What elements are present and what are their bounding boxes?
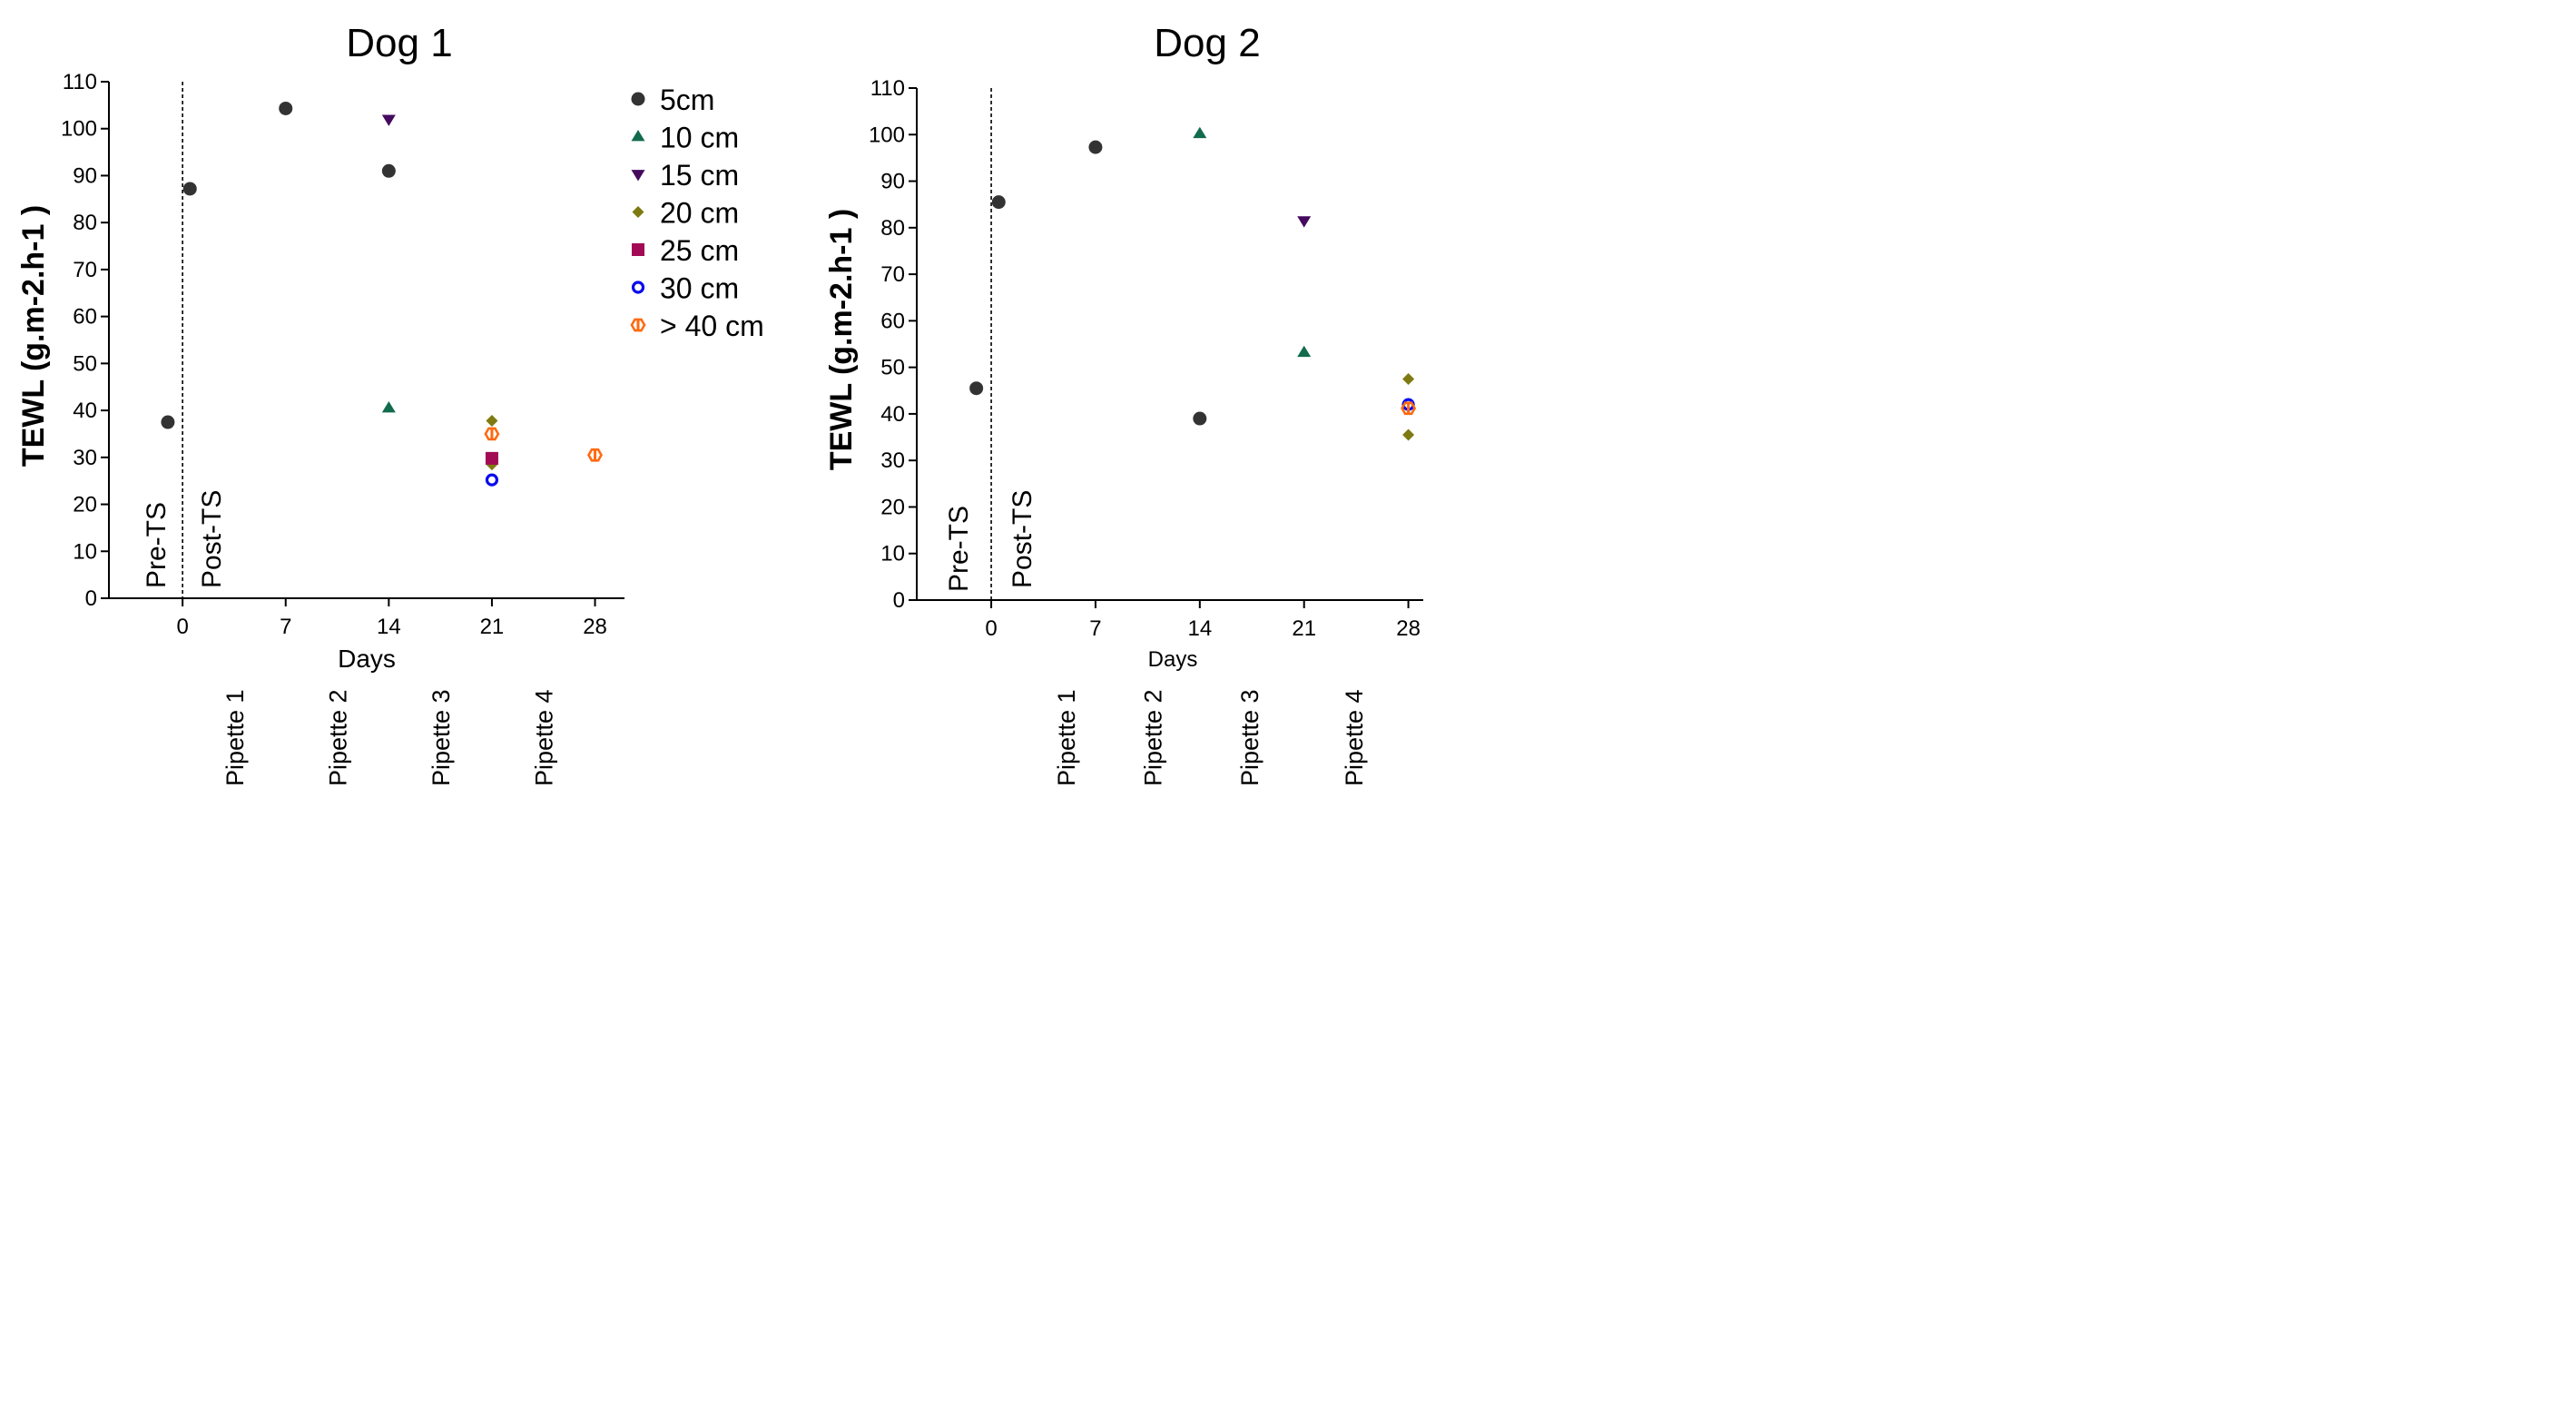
pipette-label: Pipette 1 [221,689,249,786]
x-tick-label: 7 [1089,616,1101,641]
data-points [969,126,1417,441]
point-5cm [991,195,1006,210]
y-tick-label: 100 [61,117,97,142]
x-axis-label: Days [338,645,396,673]
point-10-cm [381,401,396,413]
pipette-label: Pipette 2 [325,689,352,786]
point-gt-40-cm [484,427,500,441]
phase-label-pre: Pre-TS [944,506,974,592]
legend-label-15-cm: 15 cm [660,159,739,192]
chart-title: Dog 1 [346,21,452,65]
y-tick-label: 50 [73,351,97,376]
point-10-cm [1297,345,1312,358]
axes: 0 10 20 30 40 50 60 70 80 90 100 110 0 7 14 21 28 [61,70,624,639]
x-tick-label: 14 [377,615,401,639]
legend: 5cm 10 cm 15 cm 20 cm 25 cm 30 cm > 40 cm [630,84,764,342]
y-tick-label: 90 [73,163,97,188]
point-15-cm [381,114,396,126]
phase-label-post: Post-TS [1008,490,1037,588]
point-5cm [182,182,197,196]
pipette-labels: Pipette 1 Pipette 2 Pipette 3 Pipette 4 [1053,689,1368,786]
x-tick-label: 7 [280,615,291,639]
x-tick-label: 0 [985,616,997,641]
pipette-labels: Pipette 1 Pipette 2 Pipette 3 Pipette 4 [221,689,558,786]
x-tick-label: 28 [583,615,607,639]
legend-marker-15-cm [631,170,645,182]
pipette-label: Pipette 3 [428,689,455,786]
y-tick-label: 70 [880,262,905,287]
x-tick-label: 21 [480,615,505,639]
y-tick-label: 90 [880,170,905,194]
y-tick-label: 80 [73,211,97,235]
point-20-cm [486,414,498,427]
point-gt-40-cm [586,448,604,462]
legend-marker-5cm [631,92,645,106]
y-tick-label: 40 [73,399,97,423]
point-5cm [1193,411,1207,426]
point-20-cm [1402,372,1415,385]
y-axis-label: TEWL (g.m-2.h-1 ) [16,205,51,467]
y-tick-label: 20 [880,495,905,519]
phase-label-pre: Pre-TS [142,502,172,588]
chart-dog-2: Dog 2 TEWL (g.m-2.h-1 ) Days 0 10 20 30 40 50… [824,21,1423,786]
y-tick-label: 100 [869,123,905,147]
y-tick-label: 50 [880,356,905,380]
x-axis-label: Days [1148,647,1198,672]
axes: 0 10 20 30 40 50 60 70 80 90 100 110 0 7 14 21 28 [869,76,1423,641]
point-gt-40-cm [1401,401,1417,416]
y-axis-label: TEWL (g.m-2.h-1 ) [824,209,859,470]
data-points [161,101,604,487]
x-tick-label: 14 [1187,616,1212,641]
point-5cm [279,101,293,115]
y-tick-label: 10 [73,539,97,564]
legend-label-25-cm: 25 cm [660,234,739,267]
x-tick-label: 0 [176,615,188,639]
y-tick-label: 110 [63,70,97,94]
chart-title: Dog 2 [1154,21,1260,65]
point-5cm [1088,140,1103,154]
point-5cm [381,163,396,178]
x-tick-label: 21 [1292,616,1316,641]
y-tick-label: 60 [73,305,97,330]
legend-marker-10-cm [631,130,645,142]
chart-dog-1: Dog 1 TEWL (g.m-2.h-1 ) Days 0 10 20 30 40 50… [16,21,624,786]
y-tick-label: 30 [73,446,97,470]
pipette-label: Pipette 1 [1053,689,1080,786]
pipette-label: Pipette 3 [1236,689,1263,786]
x-tick-label: 28 [1396,616,1421,641]
legend-marker-20-cm [632,206,644,218]
y-tick-label: 110 [870,76,905,101]
figure: Dog 1 TEWL (g.m-2.h-1 ) Days 0 10 20 30 40 50… [16,21,1423,786]
y-tick-label: 20 [73,493,97,517]
point-15-cm [1297,216,1312,228]
legend-label-10-cm: 10 cm [660,122,739,154]
y-tick-label: 10 [880,542,905,566]
y-tick-label: 70 [73,258,97,282]
point-10-cm [1193,126,1207,139]
pipette-label: Pipette 2 [1139,689,1166,786]
legend-label-gt-40-cm: > 40 cm [660,310,764,342]
pipette-label: Pipette 4 [531,689,558,786]
y-tick-label: 30 [880,448,905,473]
y-tick-label: 0 [893,588,905,613]
y-tick-label: 80 [880,216,905,241]
legend-label-5cm: 5cm [660,84,714,116]
point-5cm [161,415,175,429]
point-5cm [969,381,984,396]
point-25-cm [485,451,498,465]
point-30-cm [485,473,499,487]
pipette-label: Pipette 4 [1341,689,1368,786]
y-tick-label: 60 [880,309,905,333]
phase-label-post: Post-TS [197,490,227,588]
legend-marker-30-cm [631,281,645,294]
legend-label-30-cm: 30 cm [660,272,739,305]
point-20-cm [1402,428,1415,441]
legend-marker-25-cm [632,243,644,256]
y-tick-label: 0 [85,586,97,611]
legend-label-20-cm: 20 cm [660,197,739,230]
legend-marker-gt-40-cm [630,318,646,332]
y-tick-label: 40 [880,402,905,427]
